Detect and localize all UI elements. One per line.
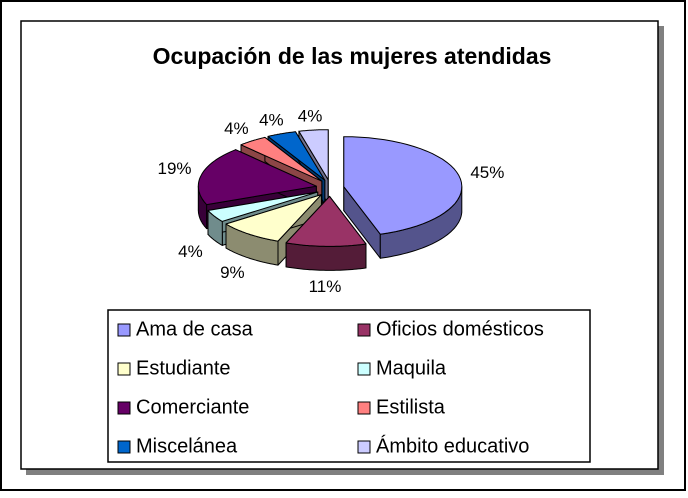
data-label: 45% bbox=[470, 163, 504, 182]
data-label: 11% bbox=[309, 277, 342, 296]
legend-label: Miscelánea bbox=[136, 435, 238, 457]
data-label: 9% bbox=[220, 263, 245, 282]
slice-top bbox=[225, 194, 322, 242]
legend-swatch bbox=[357, 401, 371, 415]
slice-top bbox=[343, 136, 463, 235]
slice-top bbox=[267, 131, 326, 181]
legend-swatch bbox=[357, 362, 371, 376]
slice-top bbox=[207, 191, 319, 222]
pie bbox=[197, 129, 463, 271]
data-label: 19% bbox=[158, 159, 192, 178]
slice-top bbox=[240, 136, 323, 182]
slice-wall bbox=[285, 242, 367, 271]
legend-label: Maquila bbox=[376, 357, 447, 379]
legend-label: Ámbito educativo bbox=[376, 434, 529, 457]
data-label: 4% bbox=[178, 242, 203, 261]
data-label: 4% bbox=[224, 119, 249, 138]
legend-swatch bbox=[117, 401, 131, 415]
legend-swatch bbox=[117, 323, 131, 337]
slice-top bbox=[298, 129, 329, 181]
pie-slice bbox=[285, 195, 367, 271]
pie-slice bbox=[343, 136, 463, 259]
slice-top bbox=[285, 195, 367, 247]
legend-swatch bbox=[117, 362, 131, 376]
legend-label: Estilista bbox=[376, 396, 446, 418]
data-label: 4% bbox=[298, 107, 323, 126]
legend-label: Oficios domésticos bbox=[376, 318, 544, 340]
legend-label: Estudiante bbox=[136, 357, 231, 379]
legend-swatch bbox=[117, 440, 131, 454]
legend-swatch bbox=[357, 323, 371, 337]
slice-top bbox=[197, 149, 317, 206]
legend-label: Ama de casa bbox=[136, 318, 254, 340]
data-label: 4% bbox=[259, 111, 284, 130]
chart-title: Ocupación de las mujeres atendidas bbox=[153, 43, 552, 69]
legend-swatch bbox=[357, 440, 371, 454]
legend-label: Comerciante bbox=[136, 396, 249, 418]
legend-box bbox=[107, 309, 591, 463]
